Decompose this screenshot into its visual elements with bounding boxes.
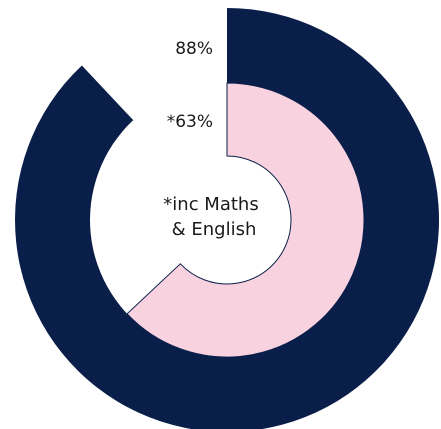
arc-outer-series bbox=[15, 8, 439, 429]
value-label-inner: *63% bbox=[167, 112, 213, 132]
arc-inner-series bbox=[126, 82, 365, 358]
value-label-outer: 88% bbox=[175, 39, 213, 59]
center-label-line-2: & English bbox=[172, 219, 257, 240]
center-label-line-1: *inc Maths bbox=[163, 194, 258, 215]
